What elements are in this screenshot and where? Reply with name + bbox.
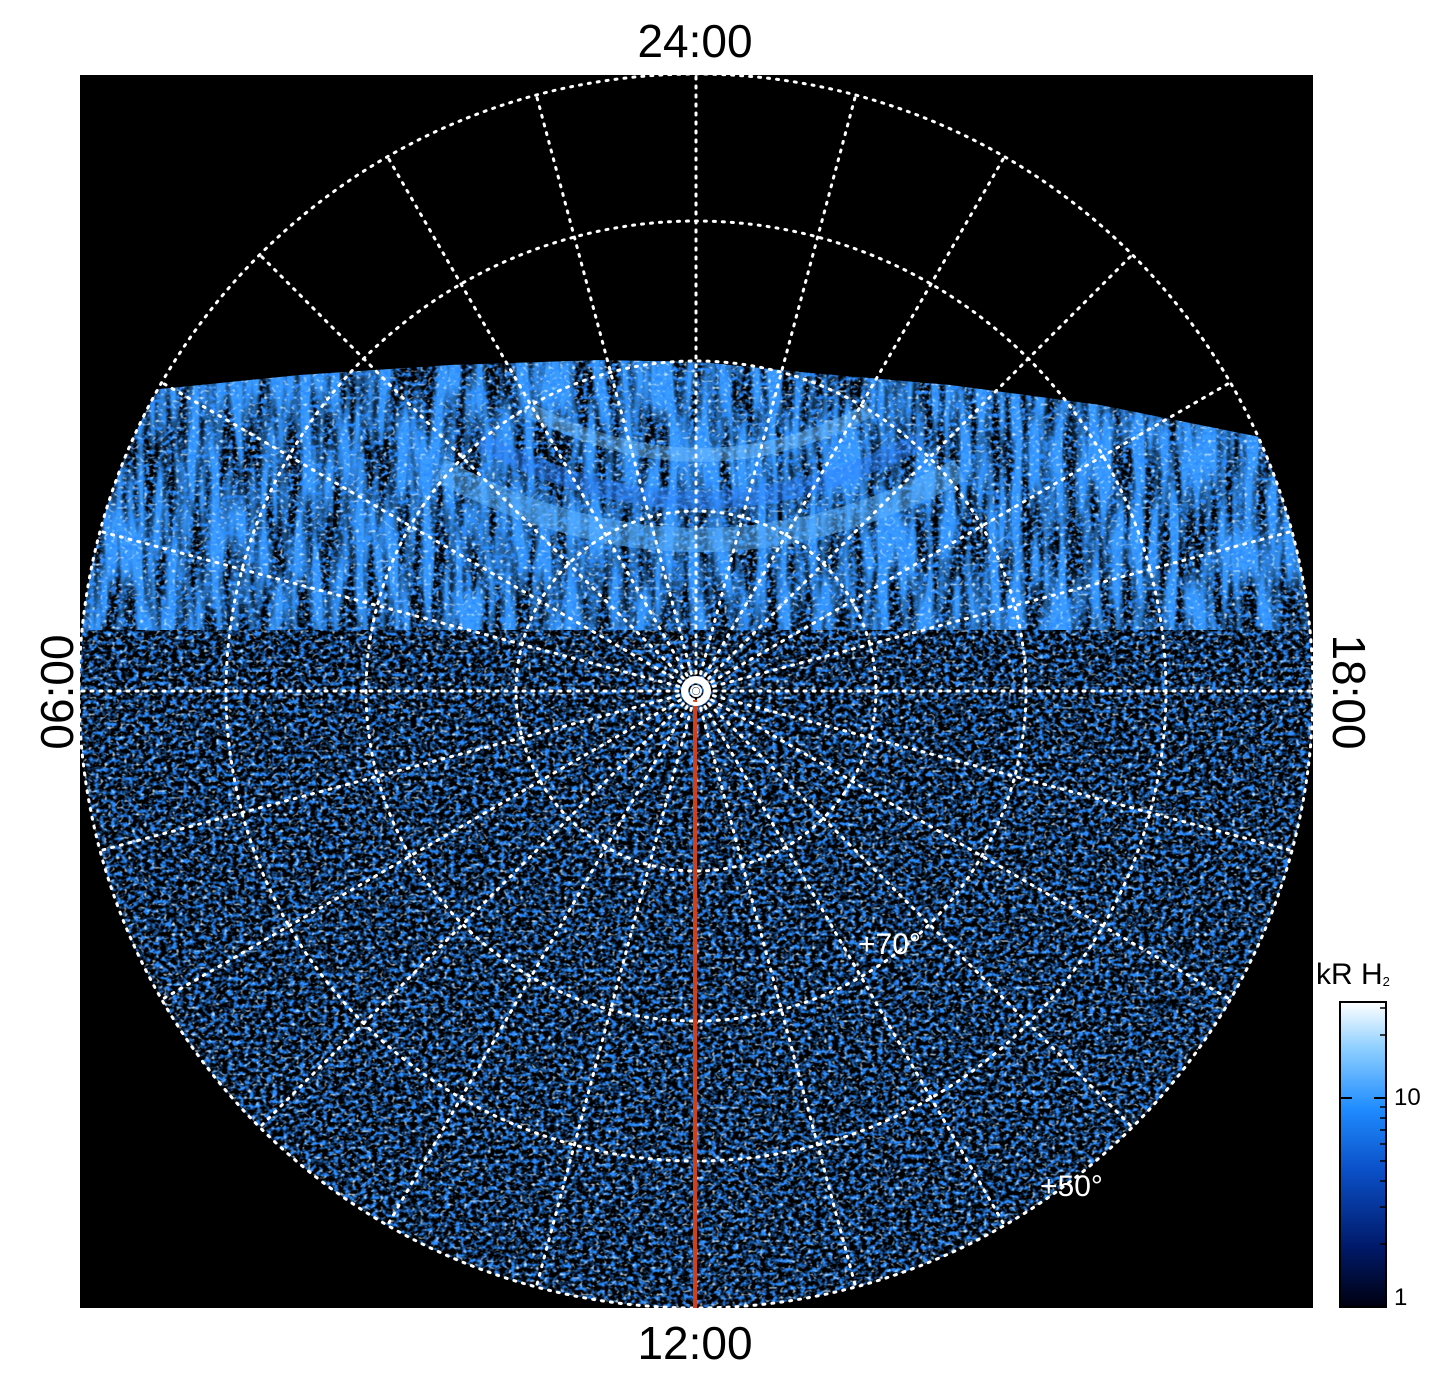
latitude-label-70: +70°: [858, 928, 921, 961]
colorbar: [1339, 1001, 1387, 1308]
meridian-lines: [77, 72, 1315, 1289]
auroral-oval-arc: [434, 459, 966, 552]
local-time-label-top: 24:00: [637, 15, 753, 67]
colorbar-title: kR H2: [1316, 958, 1390, 991]
coordinate-grid: [77, 72, 1315, 1310]
local-time-label-right: 18:00: [1323, 634, 1375, 750]
colorbar-gradient: [1339, 1001, 1387, 1308]
local-time-label-bottom: 12:00: [637, 1317, 753, 1369]
latitude-label-50: +50°: [1040, 1170, 1103, 1203]
colorbar-tick-10: 10: [1394, 1084, 1421, 1111]
local-time-label-left: 06:00: [31, 634, 83, 750]
colorbar-tick-1: 1: [1394, 1284, 1408, 1311]
latitude-circle-inner: [364, 359, 1028, 1023]
outer-latitude-circle: [77, 72, 1315, 1310]
pole-marker: [681, 676, 711, 706]
